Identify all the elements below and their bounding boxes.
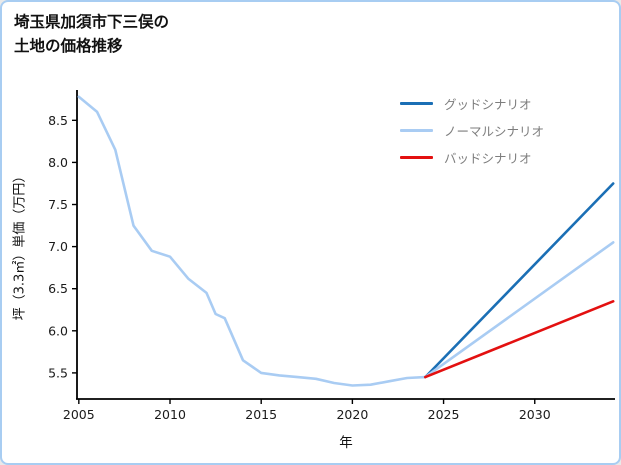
- svg-text:6.0: 6.0: [48, 323, 68, 338]
- legend-item-normal-scenario: ノーマルシナリオ: [400, 121, 544, 139]
- svg-text:8.0: 8.0: [48, 155, 68, 170]
- chart-legend: グッドシナリオ ノーマルシナリオ バッドシナリオ: [400, 94, 544, 175]
- svg-text:8.5: 8.5: [48, 113, 68, 128]
- svg-text:2010: 2010: [154, 407, 186, 422]
- svg-text:2015: 2015: [245, 407, 277, 422]
- chart-title-line1: 埼玉県加須市下三俣の: [14, 13, 170, 31]
- legend-item-bad-scenario: バッドシナリオ: [400, 148, 544, 166]
- svg-text:7.0: 7.0: [48, 239, 68, 254]
- x-axis-label: 年: [339, 435, 353, 451]
- svg-text:6.5: 6.5: [48, 281, 68, 296]
- svg-text:2025: 2025: [428, 407, 460, 422]
- normal-scenario-label: ノーマルシナリオ: [444, 123, 545, 139]
- svg-text:2020: 2020: [336, 407, 368, 422]
- normal-scenario-line-swatch: [400, 128, 433, 132]
- bad-scenario-line-swatch: [400, 155, 433, 159]
- bad-scenario-label: バッドシナリオ: [444, 150, 532, 166]
- chart-title: 埼玉県加須市下三俣の 土地の価格推移: [14, 10, 169, 58]
- svg-text:2005: 2005: [63, 407, 95, 422]
- y-axis-label: 坪（3.3㎡）単価（万円）: [12, 169, 28, 321]
- legend-item-good-scenario: グッドシナリオ: [400, 94, 544, 112]
- good-scenario-label: グッドシナリオ: [444, 96, 532, 112]
- good-scenario-line-swatch: [400, 101, 433, 105]
- chart-title-line2: 土地の価格推移: [14, 37, 123, 56]
- svg-text:7.5: 7.5: [48, 197, 68, 212]
- svg-text:5.5: 5.5: [48, 365, 68, 380]
- svg-text:2030: 2030: [519, 407, 551, 422]
